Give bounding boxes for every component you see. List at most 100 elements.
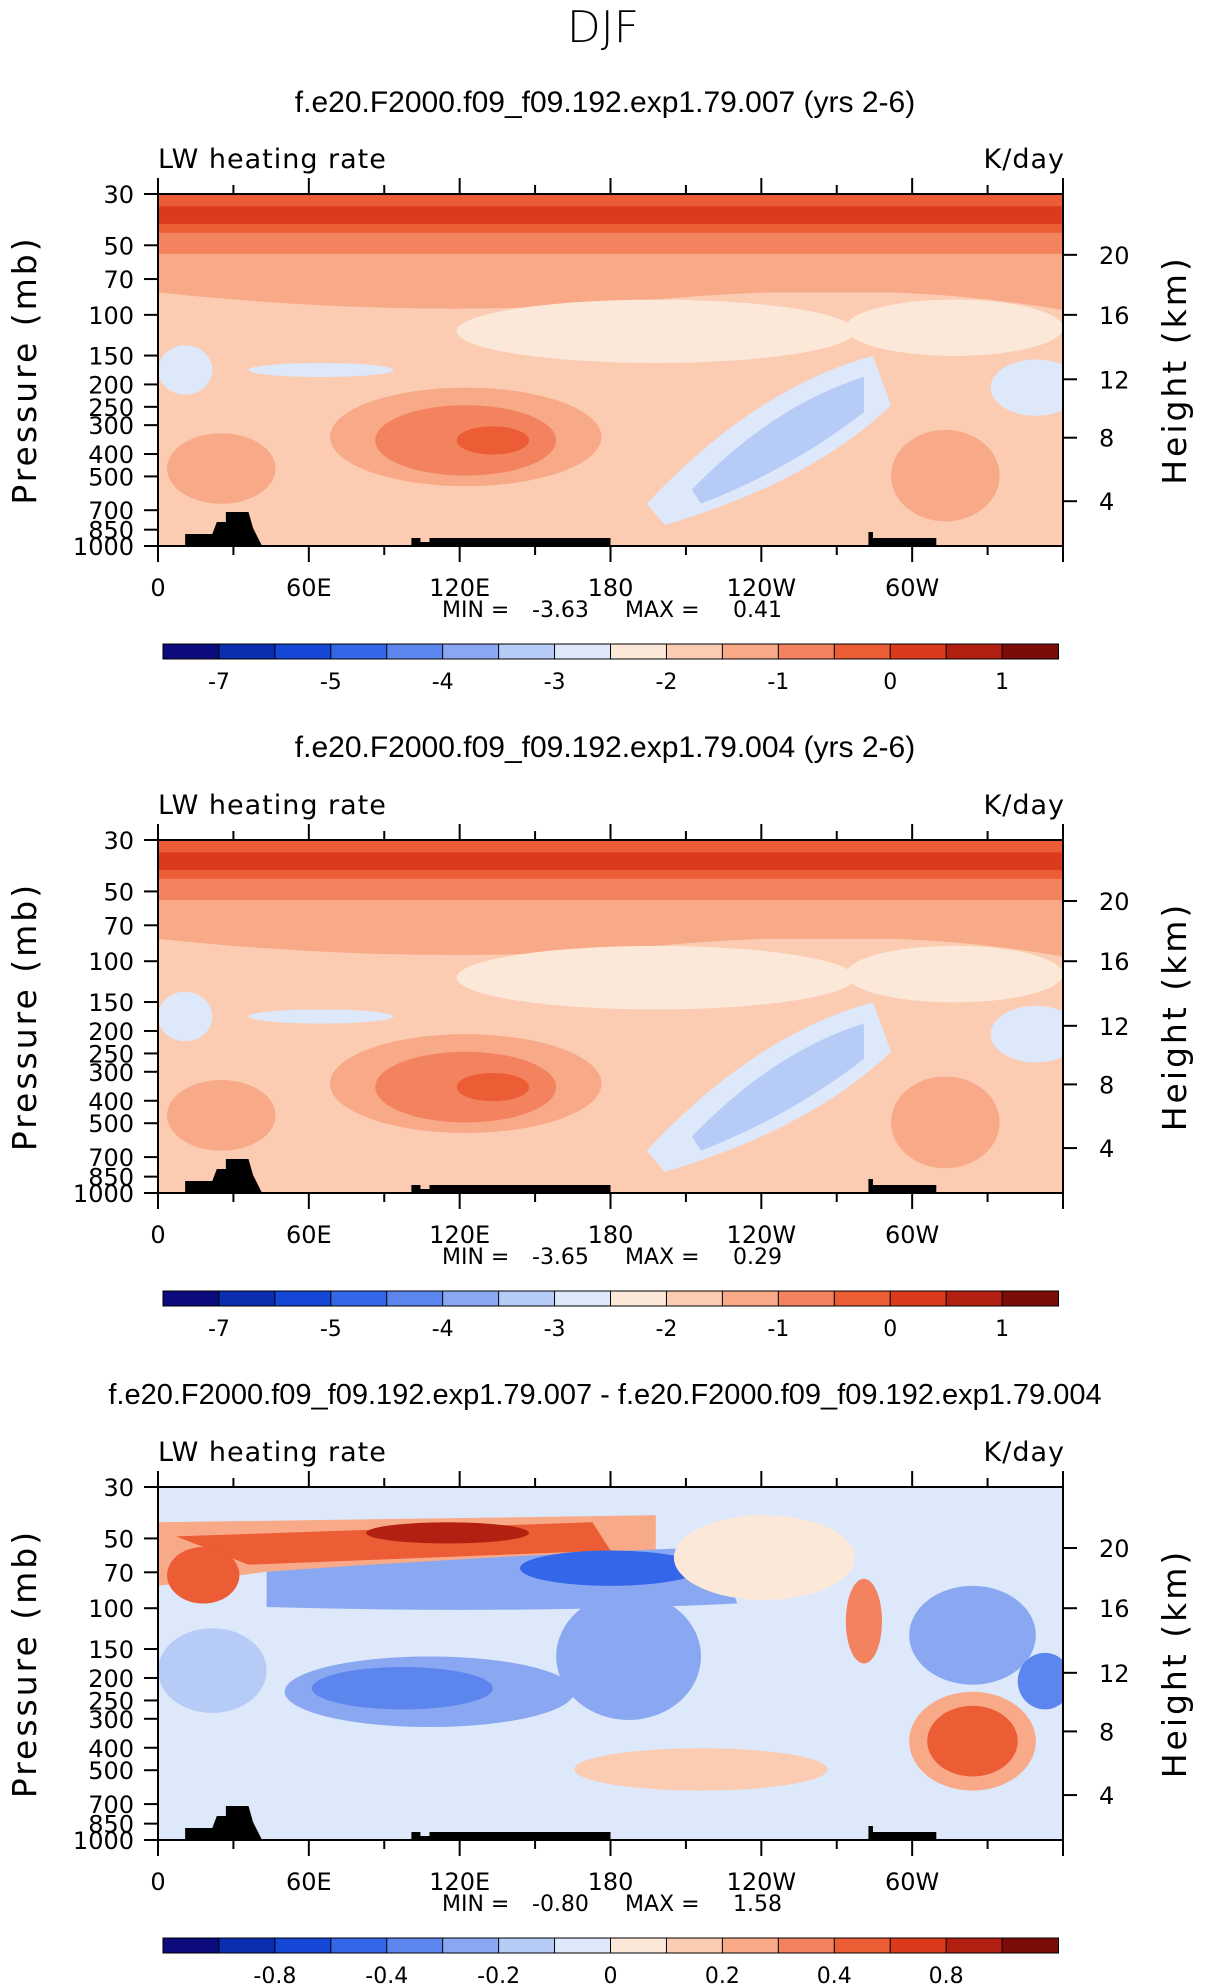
colorbar-swatch <box>777 1290 836 1307</box>
y-axis-right: 20 16 12 8 4 Height (km) <box>1063 888 1194 1163</box>
min-label: MIN = <box>442 1245 509 1270</box>
colorbar-swatch <box>610 1937 668 1954</box>
y2-axis-title: Height (km) <box>1155 902 1194 1132</box>
max-label: MAX = <box>625 1245 700 1270</box>
colorbar-swatch <box>274 1937 332 1954</box>
y-tick-label: 100 <box>88 948 134 976</box>
colorbar-swatch <box>945 1290 1004 1307</box>
colorbar-swatch <box>386 643 444 660</box>
y-tick-label: 200 <box>88 371 134 399</box>
y-tick-label: 200 <box>88 1665 134 1693</box>
topography <box>185 1159 937 1193</box>
min-value: -3.65 <box>532 1245 589 1270</box>
colorbar-swatch <box>889 1937 948 1954</box>
colorbar-label: -2 <box>655 1317 677 1342</box>
colorbar-label: -0.8 <box>253 1964 296 1987</box>
x-axis: 0 60E 120E 180 120W 60W <box>150 824 1064 1249</box>
colorbar-swatch <box>889 1290 948 1307</box>
y-tick-label: 1000 <box>73 1180 134 1208</box>
colorbar-swatch <box>442 1937 500 1954</box>
y-tick-label: 300 <box>88 412 134 440</box>
min-label: MIN = <box>442 1892 509 1917</box>
colorbar-swatch <box>498 643 556 660</box>
y-axis-title: Pressure (mb) <box>5 235 44 504</box>
blue-region <box>1017 1652 1063 1710</box>
colorbar-label: -2 <box>655 670 677 695</box>
y2-tick-label: 16 <box>1099 302 1130 330</box>
y-tick-label: 850 <box>88 517 134 545</box>
colorbar-label: -5 <box>320 670 342 695</box>
y-tick-label: 150 <box>88 1636 134 1664</box>
y-tick-label: 50 <box>103 232 134 260</box>
min-label: MIN = <box>442 598 509 623</box>
y-tick-label: 500 <box>88 1757 134 1785</box>
colorbar-swatch <box>218 1937 276 1954</box>
panel-3: f.e20.F2000.f09_f09.192.exp1.79.007 - f.… <box>5 1379 1194 1987</box>
y-tick-label: 150 <box>88 343 134 371</box>
colorbar-swatch <box>162 643 220 660</box>
min-value: -3.63 <box>532 598 589 623</box>
y-tick-label: 200 <box>88 1018 134 1046</box>
x-tick-label: 0 <box>150 1221 165 1249</box>
strat-band-max <box>158 852 1063 871</box>
mid-light-region <box>845 945 1063 1003</box>
colorbar-label: 0.8 <box>929 1964 964 1987</box>
blue-region <box>158 1628 267 1713</box>
colorbar-label: 0 <box>883 670 897 695</box>
x-tick-label: 60E <box>286 1868 332 1896</box>
colorbar-swatch <box>386 1937 444 1954</box>
blue-region <box>158 991 213 1042</box>
colorbar-label: 0.2 <box>705 1964 740 1987</box>
colorbar-swatch <box>498 1290 556 1307</box>
colorbar-swatch <box>721 1290 780 1307</box>
colorbar-label: -1 <box>767 670 789 695</box>
x-tick-label: 60W <box>885 1221 939 1249</box>
x-tick-label: 60W <box>885 1868 939 1896</box>
colorbar-label: -0.2 <box>477 1964 520 1987</box>
left-string: LW heating rate <box>158 790 387 821</box>
y2-tick-label: 8 <box>1099 1071 1114 1099</box>
y-tick-label: 400 <box>88 441 134 469</box>
y-axis-title: Pressure (mb) <box>5 1529 44 1798</box>
y-tick-label: 1000 <box>73 1827 134 1855</box>
colorbar-label: -7 <box>208 670 230 695</box>
y-axis-right: 20 16 12 8 4 Height (km) <box>1063 242 1194 516</box>
colorbar-swatch <box>610 643 668 660</box>
blue-region <box>556 1592 701 1720</box>
blue-band-strong <box>520 1550 701 1586</box>
x-tick-label: 120W <box>727 1221 797 1249</box>
warm-region <box>891 1076 1000 1169</box>
y2-tick-label: 8 <box>1099 425 1114 453</box>
warm-region-max <box>456 1072 530 1102</box>
mid-light-region <box>456 299 855 363</box>
colorbar-swatch <box>777 1937 836 1954</box>
blue-region <box>909 1585 1036 1685</box>
left-string: LW heating rate <box>158 1437 387 1468</box>
y-tick-label: 250 <box>88 394 134 422</box>
colorbar-swatch <box>777 643 836 660</box>
panel-1: f.e20.F2000.f09_f09.192.exp1.79.007 (yrs… <box>5 86 1194 695</box>
colorbar-swatch <box>386 1290 444 1307</box>
y-tick-label: 1000 <box>73 533 134 561</box>
warm-region <box>167 1080 276 1151</box>
colorbar-swatch <box>330 1290 388 1307</box>
y2-tick-label: 12 <box>1099 1660 1130 1688</box>
colorbar-swatch <box>162 1937 220 1954</box>
y-axis-title: Pressure (mb) <box>5 882 44 1151</box>
warm-region <box>891 429 1000 522</box>
y2-tick-label: 4 <box>1099 1135 1114 1163</box>
y-tick-label: 50 <box>103 1525 134 1553</box>
colorbar-label: 0 <box>604 1964 618 1987</box>
colorbar: -0.8 -0.4 -0.2 0 0.2 0.4 0.8 <box>162 1937 1059 1987</box>
colorbar: -7 -5 -4 -3 -2 -1 0 1 <box>162 1290 1059 1342</box>
warm-region <box>167 1547 240 1604</box>
strat-band-max <box>158 206 1063 224</box>
x-tick-label: 180 <box>588 1868 634 1896</box>
x-tick-label: 180 <box>588 574 634 602</box>
colorbar-swatch <box>1001 643 1059 660</box>
blue-region-strong <box>691 1023 864 1151</box>
colorbar-label: 1 <box>995 1317 1009 1342</box>
panel-title: f.e20.F2000.f09_f09.192.exp1.79.004 (yrs… <box>295 731 915 764</box>
y2-tick-label: 12 <box>1099 366 1130 394</box>
colorbar-swatch <box>1001 1937 1059 1954</box>
